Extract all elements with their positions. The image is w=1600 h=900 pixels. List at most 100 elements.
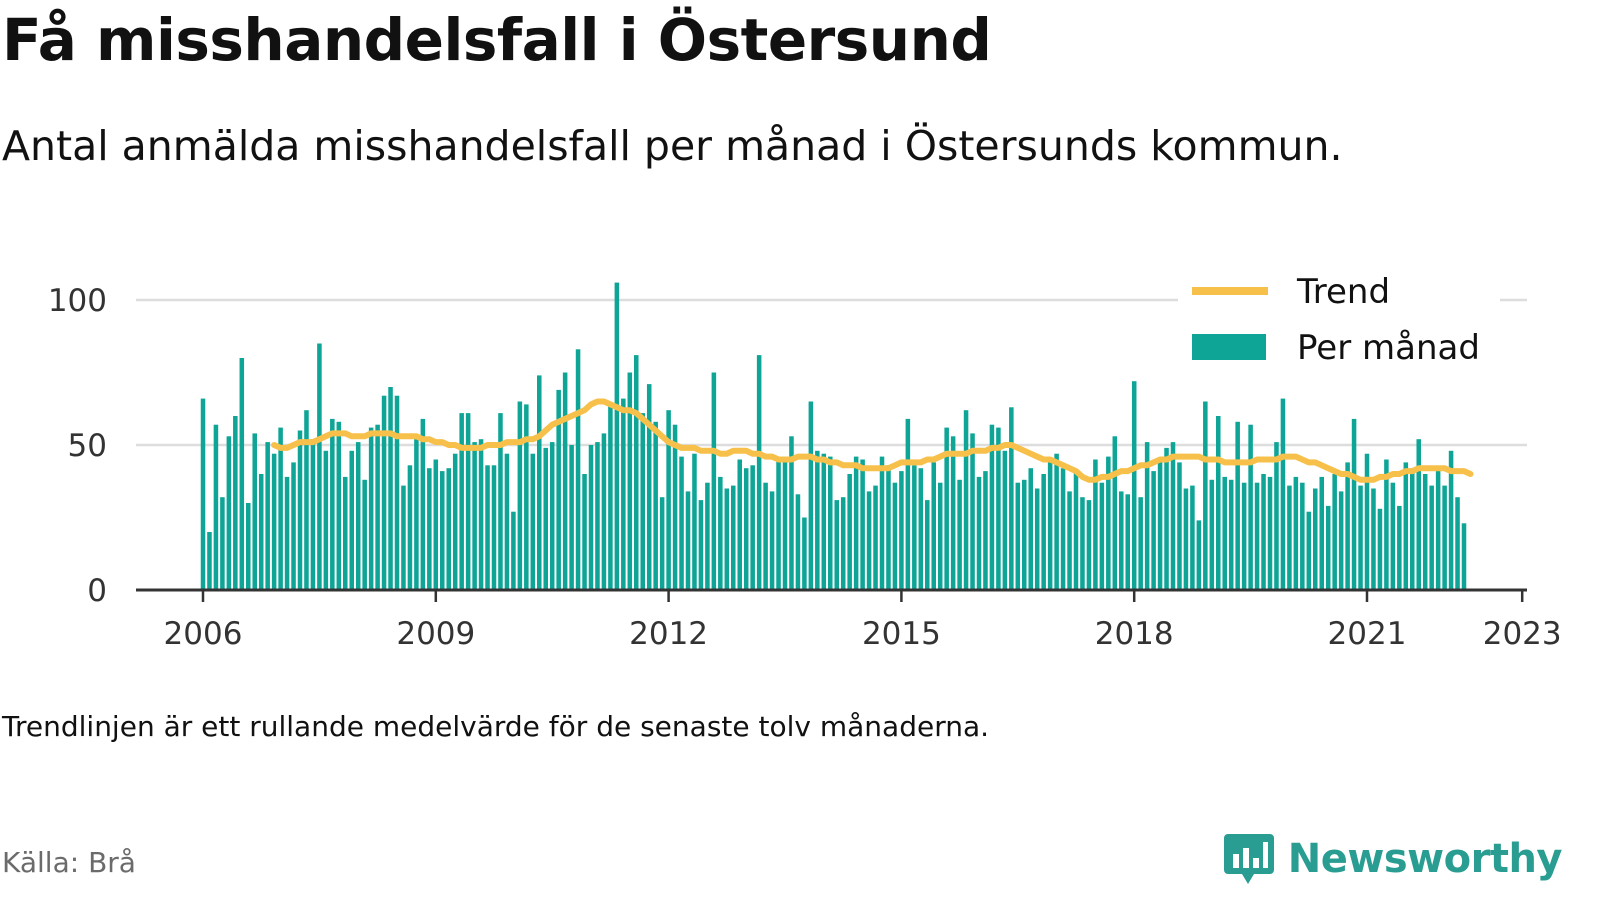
bar <box>582 474 587 590</box>
y-tick-label: 0 <box>87 573 107 609</box>
bar <box>1435 468 1441 590</box>
bar <box>1410 468 1415 590</box>
bar <box>504 453 510 590</box>
x-tick-label: 2009 <box>396 616 475 652</box>
bar <box>265 442 270 590</box>
bar <box>1300 482 1305 590</box>
bar <box>362 479 367 590</box>
chart-title: Få misshandelsfall i Östersund <box>2 6 992 74</box>
bar <box>608 404 613 590</box>
bar <box>925 500 930 590</box>
bar <box>478 439 484 590</box>
bar <box>808 401 814 590</box>
bar <box>1022 479 1027 590</box>
bar <box>1067 491 1072 590</box>
bar <box>821 453 827 590</box>
bar <box>1144 442 1150 590</box>
x-tick-label: 2023 <box>1483 616 1562 652</box>
bar <box>724 488 730 590</box>
bar <box>375 424 380 590</box>
bar <box>1448 450 1454 590</box>
bar <box>1183 488 1189 590</box>
bar <box>795 494 801 590</box>
bar <box>252 433 257 590</box>
bar <box>640 413 645 590</box>
bar <box>627 372 633 590</box>
chart-subtitle: Antal anmälda misshandelsfall per månad … <box>2 122 1343 170</box>
bar <box>847 474 852 590</box>
bar <box>1377 508 1383 590</box>
bar <box>1325 505 1331 590</box>
bar <box>343 476 348 590</box>
bar <box>950 436 956 590</box>
bar <box>440 471 445 590</box>
bar <box>420 418 426 590</box>
bar <box>866 491 872 590</box>
bar <box>899 471 904 590</box>
legend: Trend Per månad <box>1178 270 1500 380</box>
bar <box>679 456 684 590</box>
y-axis-ticks: 0 50 100 <box>48 283 107 609</box>
bar <box>1235 421 1240 590</box>
bar <box>1093 459 1098 590</box>
bar <box>517 401 523 590</box>
bar <box>595 442 600 590</box>
brand-name: Newsworthy <box>1287 836 1563 882</box>
bar <box>1086 500 1092 590</box>
bar <box>200 398 206 590</box>
bar <box>1371 488 1376 590</box>
bar <box>1332 474 1337 590</box>
bar <box>756 355 762 590</box>
bar <box>957 479 962 590</box>
bar <box>524 404 529 590</box>
bar <box>1131 381 1137 590</box>
bar <box>498 413 503 590</box>
bar <box>485 465 490 590</box>
bar <box>530 453 536 590</box>
legend-trend-label: Trend <box>1296 272 1390 312</box>
bar <box>976 476 982 590</box>
bar <box>912 465 917 590</box>
bar <box>427 468 432 590</box>
bar <box>1397 505 1402 590</box>
bar <box>1461 523 1467 590</box>
bar <box>1151 471 1156 590</box>
bar <box>317 343 322 590</box>
bar <box>543 447 548 590</box>
bar <box>1319 476 1324 590</box>
bar <box>401 485 406 590</box>
bar <box>355 442 361 590</box>
bar <box>258 474 264 590</box>
bar <box>1390 482 1396 590</box>
bar <box>1364 453 1370 590</box>
bar <box>465 413 471 590</box>
bar <box>711 372 717 590</box>
bar <box>297 430 303 590</box>
bar <box>220 497 225 590</box>
bar <box>1241 482 1247 590</box>
bar <box>853 456 859 590</box>
bar <box>569 445 574 590</box>
bar <box>944 427 949 590</box>
bar <box>1170 442 1176 590</box>
bar <box>278 427 283 590</box>
bar <box>433 459 439 590</box>
bar <box>646 384 652 590</box>
bar <box>1177 462 1182 590</box>
bar <box>1015 482 1021 590</box>
bar <box>207 532 212 590</box>
bar <box>672 424 678 590</box>
bar <box>1455 497 1460 590</box>
bar <box>459 413 464 590</box>
bar <box>1280 398 1286 590</box>
bar <box>769 491 775 590</box>
bar <box>905 418 911 590</box>
bar <box>368 427 374 590</box>
bar <box>1338 491 1344 590</box>
bar <box>452 453 458 590</box>
bar <box>1119 491 1124 590</box>
bar <box>802 517 807 590</box>
bar <box>718 476 723 590</box>
bar <box>446 468 451 590</box>
bar <box>1429 485 1434 590</box>
